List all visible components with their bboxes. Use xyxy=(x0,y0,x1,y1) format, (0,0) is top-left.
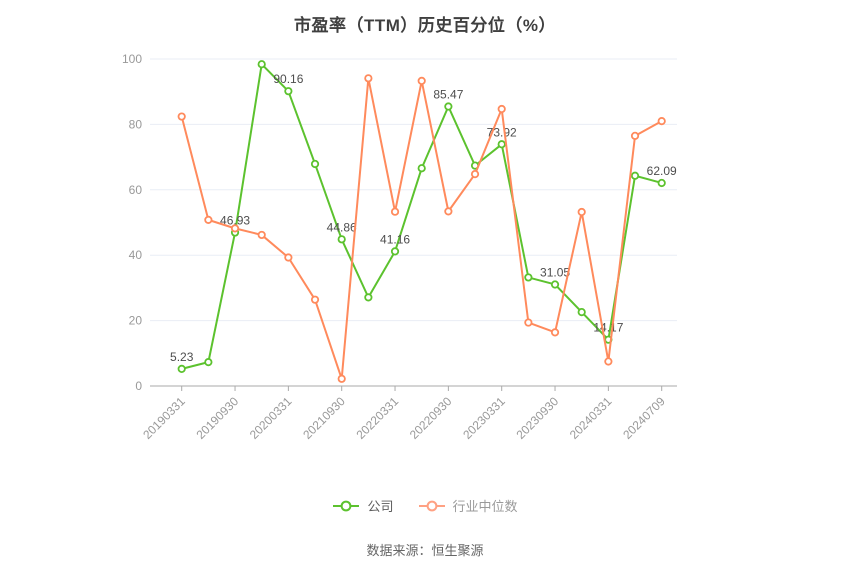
data-point-marker xyxy=(497,104,506,114)
data-point-marker xyxy=(577,207,586,217)
data-point-marker xyxy=(524,273,533,282)
data-point-marker xyxy=(284,87,293,96)
data-point-marker xyxy=(310,295,320,304)
chart-title: 市盈率（TTM）历史百分位（%） xyxy=(293,16,557,35)
data-point-labels: 5.2346.9390.1644.8641.1685.4773.9231.051… xyxy=(170,72,677,364)
data-point-label: 5.23 xyxy=(170,350,194,364)
data-point-label: 90.16 xyxy=(273,72,303,86)
series-company: 5.2346.9390.1644.8641.1685.4773.9231.051… xyxy=(170,60,677,373)
data-point-label: 44.86 xyxy=(327,220,357,234)
data-point-marker xyxy=(364,293,373,302)
data-point-marker xyxy=(550,328,560,337)
data-point-marker xyxy=(577,307,586,317)
x-tick-label: 20230930 xyxy=(514,394,562,442)
legend: 公司 行业中位数 xyxy=(0,496,850,515)
data-point-label: 85.47 xyxy=(433,88,463,102)
grid-lines xyxy=(150,58,677,322)
x-axis xyxy=(150,385,677,391)
data-point-marker xyxy=(390,247,400,256)
series-line xyxy=(181,63,662,370)
data-point-marker xyxy=(230,224,240,233)
data-point-marker xyxy=(497,140,506,149)
data-point-marker xyxy=(444,207,453,216)
data-point-marker xyxy=(284,253,293,262)
x-tick-label: 20190930 xyxy=(194,394,242,442)
y-tick-label: 80 xyxy=(129,117,143,131)
data-point-marker xyxy=(657,178,666,188)
x-tick-label: 20220930 xyxy=(407,394,455,442)
data-point-label: 14.17 xyxy=(593,321,623,335)
data-point-marker xyxy=(204,215,213,224)
data-point-marker xyxy=(337,235,346,244)
data-point-label: 62.09 xyxy=(647,164,677,178)
x-tick-label: 20210930 xyxy=(300,394,348,442)
data-point-marker xyxy=(417,164,426,173)
data-point-marker xyxy=(177,112,186,121)
x-tick-label: 20240331 xyxy=(567,394,615,442)
data-source: 数据来源：恒生聚源 xyxy=(366,543,484,558)
data-point-marker xyxy=(657,117,666,126)
data-point-marker xyxy=(417,76,426,86)
data-point-marker xyxy=(364,74,373,83)
series-line xyxy=(180,77,663,380)
data-point-marker xyxy=(604,357,613,366)
data-point-marker xyxy=(257,230,266,240)
data-point-marker xyxy=(630,171,640,180)
data-point-marker xyxy=(310,159,320,169)
x-tick-label: 20230331 xyxy=(460,394,508,442)
x-tick-label: 20190331 xyxy=(140,394,188,442)
x-tick-label: 20240709 xyxy=(620,394,668,442)
y-tick-label: 0 xyxy=(135,379,142,393)
data-point-marker xyxy=(444,102,453,111)
data-point-label: 31.05 xyxy=(540,265,570,279)
legend-label-industry-median: 行业中位数 xyxy=(452,499,518,514)
data-point-marker xyxy=(390,207,400,216)
y-tick-label: 60 xyxy=(129,183,143,197)
company-series-icon xyxy=(332,500,360,512)
y-tick-label: 100 xyxy=(122,52,142,66)
y-tick-label: 40 xyxy=(129,248,143,262)
x-axis-labels: 20190331 20190930 20200331 20210930 20220331… xyxy=(140,394,668,442)
data-point-marker xyxy=(204,358,213,367)
series-industry-median xyxy=(177,74,666,383)
industry-median-series-icon xyxy=(418,500,446,512)
data-point-marker xyxy=(177,364,186,373)
data-point-marker xyxy=(524,318,533,327)
x-tick-label: 20220331 xyxy=(354,394,402,442)
y-tick-label: 20 xyxy=(129,314,143,328)
data-point-marker xyxy=(550,280,560,289)
legend-item-company[interactable]: 公司 xyxy=(332,496,394,515)
data-point-label: 46.93 xyxy=(220,214,250,228)
x-tick-label: 20200331 xyxy=(247,394,295,442)
y-axis-labels: 0 20 40 60 80 100 xyxy=(122,52,142,393)
data-point-marker xyxy=(337,374,346,383)
data-point-marker xyxy=(470,170,480,179)
legend-label-company: 公司 xyxy=(367,499,394,514)
data-point-label: 41.16 xyxy=(380,232,410,246)
legend-item-industry-median[interactable]: 行业中位数 xyxy=(418,496,518,515)
data-point-marker xyxy=(257,60,266,69)
data-point-marker xyxy=(630,131,640,140)
